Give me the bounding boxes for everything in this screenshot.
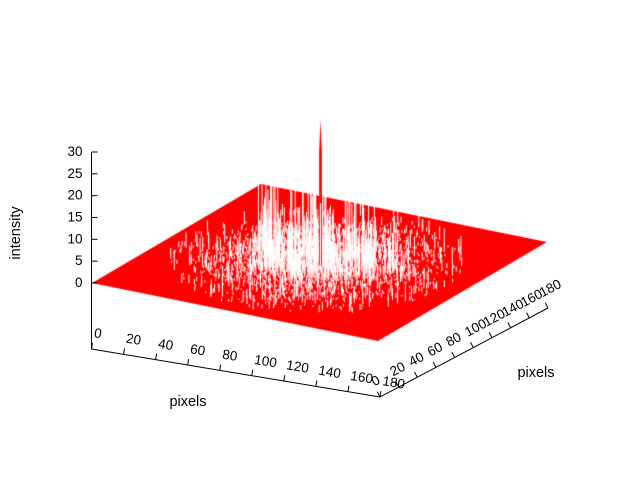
- svg-text:pixels: pixels: [169, 394, 206, 410]
- svg-text:10: 10: [67, 231, 82, 246]
- svg-text:15: 15: [67, 210, 82, 225]
- svg-text:pixels: pixels: [517, 365, 554, 381]
- svg-text:5: 5: [75, 253, 83, 268]
- svg-text:20: 20: [67, 188, 82, 203]
- svg-text:120: 120: [285, 357, 310, 375]
- svg-text:140: 140: [317, 363, 342, 381]
- svg-text:180: 180: [537, 276, 564, 300]
- svg-text:40: 40: [406, 349, 426, 369]
- svg-text:intensity: intensity: [8, 206, 24, 260]
- svg-text:25: 25: [67, 166, 82, 181]
- svg-text:80: 80: [443, 329, 463, 349]
- svg-text:60: 60: [189, 341, 206, 358]
- svg-text:20: 20: [125, 331, 142, 348]
- svg-text:0: 0: [93, 325, 103, 341]
- svg-text:30: 30: [67, 144, 82, 159]
- svg-text:100: 100: [253, 352, 278, 370]
- svg-text:0: 0: [75, 275, 83, 290]
- svg-text:60: 60: [425, 339, 445, 359]
- svg-text:80: 80: [221, 347, 238, 364]
- svg-text:40: 40: [157, 336, 174, 353]
- svg-text:0: 0: [369, 372, 383, 389]
